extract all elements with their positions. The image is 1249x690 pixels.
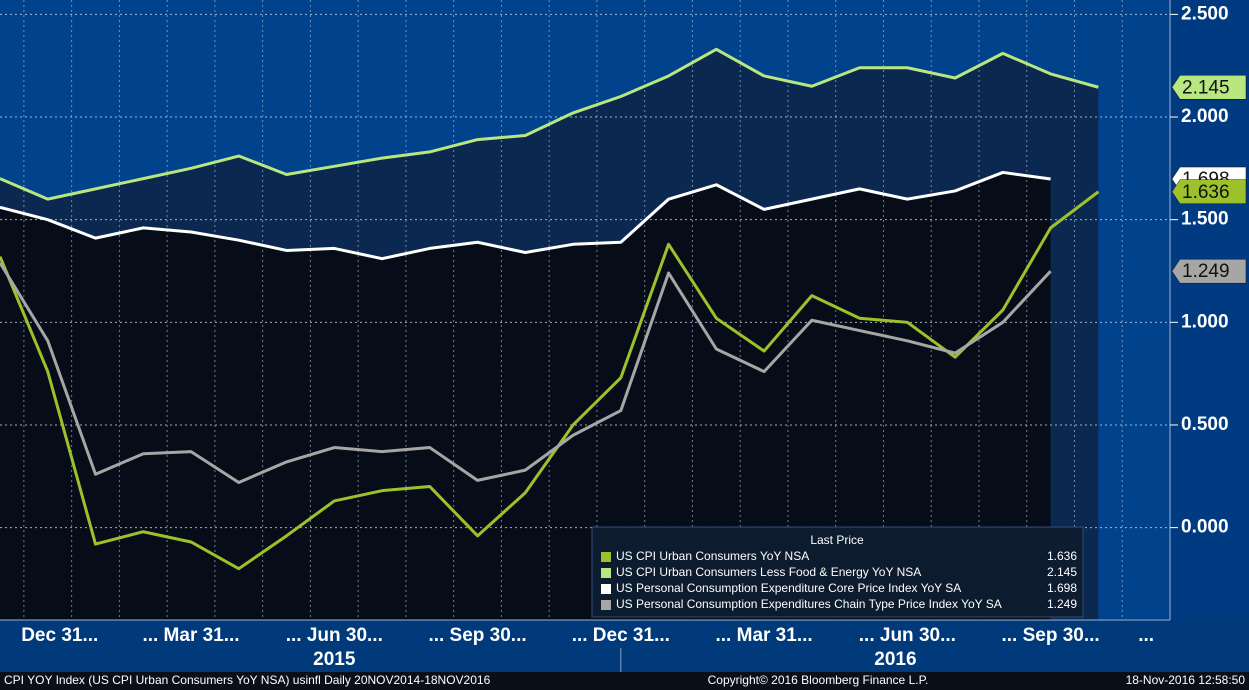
footer-bar: [0, 672, 1249, 690]
price-tag-label: 2.145: [1182, 77, 1230, 98]
x-tick-label: ... Mar 31...: [142, 625, 239, 646]
legend-label: US Personal Consumption Expenditures Cha…: [616, 597, 1002, 611]
x-tick-label: ... Mar 31...: [716, 625, 813, 646]
price-tag-label: 1.249: [1182, 261, 1230, 282]
x-tick-label: ... Sep 30...: [428, 625, 526, 646]
footer-left: CPI YOY Index (US CPI Urban Consumers Yo…: [4, 673, 491, 687]
price-tag-label: 1.636: [1182, 182, 1230, 203]
legend-swatch: [601, 584, 611, 594]
x-tick-label: Dec 31...: [21, 625, 98, 646]
y-tick-label: 1.500: [1181, 209, 1229, 230]
legend-value: 1.249: [1047, 597, 1077, 611]
x-tick-label: ... Jun 30...: [286, 625, 383, 646]
year-label: 2016: [874, 649, 916, 670]
legend-title: Last Price: [810, 533, 864, 547]
series-line: [0, 261, 1052, 484]
legend-swatch: [601, 568, 611, 578]
footer-center: Copyright© 2016 Bloomberg Finance L.P.: [708, 673, 929, 687]
x-tick-label: ...: [1138, 625, 1154, 646]
y-tick-label: 2.500: [1181, 3, 1229, 24]
y-tick-label: 2.000: [1181, 106, 1229, 127]
x-tick-label: ... Dec 31...: [572, 625, 670, 646]
legend-label: US CPI Urban Consumers Less Food & Energ…: [616, 565, 921, 579]
y-axis-panel: [1170, 0, 1249, 620]
series-line: [0, 170, 1051, 261]
legend-box: [591, 526, 1084, 618]
legend-value: 1.698: [1047, 581, 1077, 595]
y-tick-label: 0.500: [1181, 414, 1229, 435]
y-tick-label: 0.000: [1181, 517, 1229, 538]
area: [0, 172, 1051, 621]
legend-label: US Personal Consumption Expenditure Core…: [616, 581, 961, 595]
y-tick-label: 1.000: [1181, 311, 1229, 332]
legend-swatch: [601, 552, 611, 562]
price-tag: [1171, 179, 1247, 204]
year-label: 2015: [313, 649, 356, 670]
series-line: [0, 47, 1099, 201]
footer-right: 18-Nov-2016 12:58:50: [1126, 673, 1246, 687]
legend-value: 1.636: [1047, 549, 1077, 563]
price-tag: [1171, 75, 1247, 100]
legend-swatch: [601, 600, 611, 610]
legend-value: 2.145: [1047, 565, 1077, 579]
series-line: [0, 190, 1100, 571]
x-tick-label: ... Jun 30...: [859, 625, 956, 646]
x-tick-label: ... Sep 30...: [1002, 625, 1100, 646]
price-tag: [1171, 258, 1247, 284]
legend-label: US CPI Urban Consumers YoY NSA: [616, 549, 809, 563]
